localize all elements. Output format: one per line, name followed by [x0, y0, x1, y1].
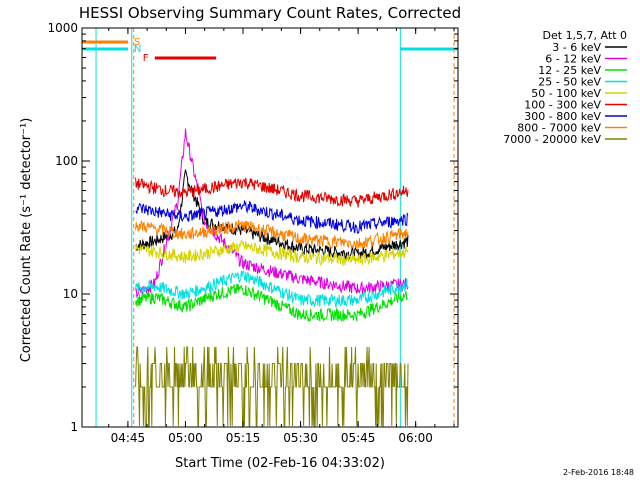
axes: 04:45 05:00 05:15 05:30 05:45 06:00 1 10 100 1000: [47, 21, 458, 445]
series-line-7: [135, 219, 409, 250]
series-line-8: [135, 346, 409, 427]
legend-label: 7000 - 20000 keV: [503, 133, 601, 146]
series-line-4: [135, 239, 409, 266]
legend-label: 300 - 800 keV: [524, 110, 601, 123]
chart-title: HESSI Observing Summary Count Rates, Cor…: [79, 4, 461, 22]
x-tick-label: 06:00: [398, 431, 433, 445]
night-shading: [95, 28, 455, 427]
legend-label: 6 - 12 keV: [545, 53, 601, 66]
series-line-2: [135, 283, 409, 323]
legend-label: 25 - 50 keV: [538, 76, 601, 89]
legend-label: 100 - 300 keV: [524, 99, 601, 112]
x-tick-label: 05:45: [341, 431, 376, 445]
y-tick-label: 1: [70, 420, 78, 434]
x-tick-label: 05:30: [283, 431, 318, 445]
legend-label: 800 - 7000 keV: [517, 122, 601, 135]
plot-frame: [81, 27, 459, 428]
series-line-0: [135, 169, 409, 262]
flag-group: SNF: [82, 37, 458, 64]
flag-label-n: N: [134, 44, 141, 55]
legend-label: 50 - 100 keV: [531, 87, 601, 100]
y-tick-label: 100: [55, 154, 78, 168]
legend-label: 3 - 6 keV: [552, 41, 601, 54]
y-tick-label: 1000: [47, 21, 78, 35]
series-line-5: [135, 177, 409, 208]
x-tick-label: 04:45: [111, 431, 146, 445]
flag-label-f: F: [143, 53, 149, 64]
series-group: [135, 128, 409, 427]
x-axis-label: Start Time (02-Feb-16 04:33:02): [175, 456, 385, 471]
x-tick-label: 05:15: [226, 431, 261, 445]
x-tick-label: 05:00: [168, 431, 203, 445]
flag-label-s: S: [134, 37, 140, 48]
y-tick-label: 10: [63, 287, 78, 301]
y-axis-label: Corrected Count Rate (s⁻¹ detector⁻¹): [19, 118, 34, 363]
series-line-6: [135, 200, 409, 234]
legend-label: 12 - 25 keV: [538, 64, 601, 77]
legend-title: Det 1,5,7, Att 0: [543, 29, 627, 42]
timestamp: 2-Feb-2016 18:48: [563, 468, 634, 477]
series-line-3: [135, 270, 409, 309]
